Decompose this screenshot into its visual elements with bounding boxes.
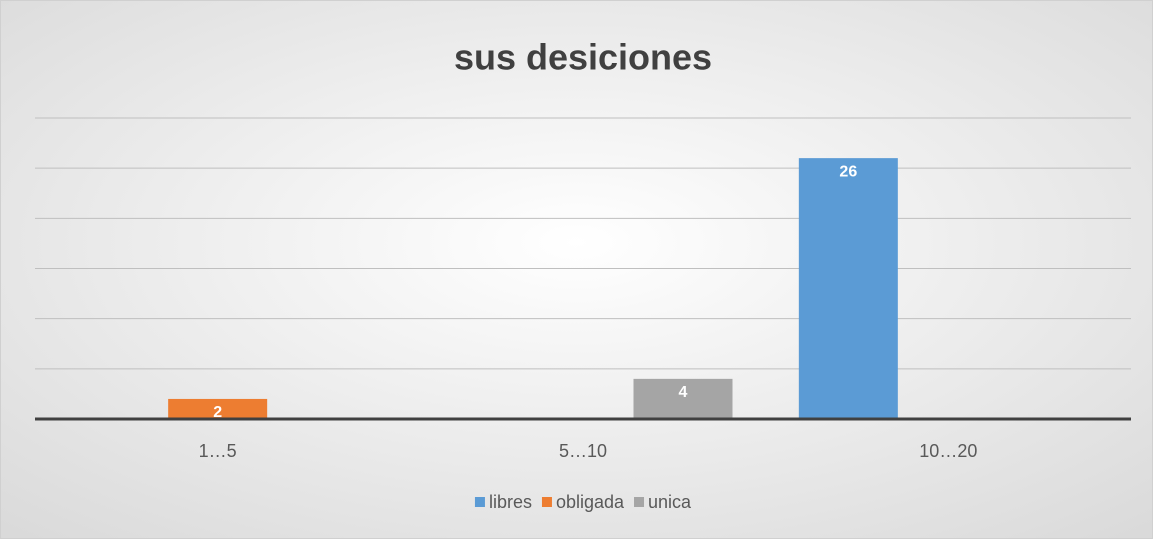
bar [168,398,268,419]
data-label: 4 [679,384,688,401]
bar [633,378,733,419]
legend-swatch [634,497,645,507]
data-label: 2 [213,404,222,421]
x-tick-label: 5…10 [559,441,607,461]
legend-label: unica [648,492,692,512]
legend: libres obligada unica [474,492,692,512]
x-tick-label: 10…20 [919,441,977,461]
data-label: 26 [839,163,857,180]
chart-title: sus desiciones [454,37,712,78]
x-tick-label: 1…5 [199,441,237,461]
legend-swatch [541,497,552,507]
legend-label: obligada [556,492,625,512]
legend-swatch [474,497,485,507]
legend-label: libres [489,492,532,512]
bar [798,158,898,419]
